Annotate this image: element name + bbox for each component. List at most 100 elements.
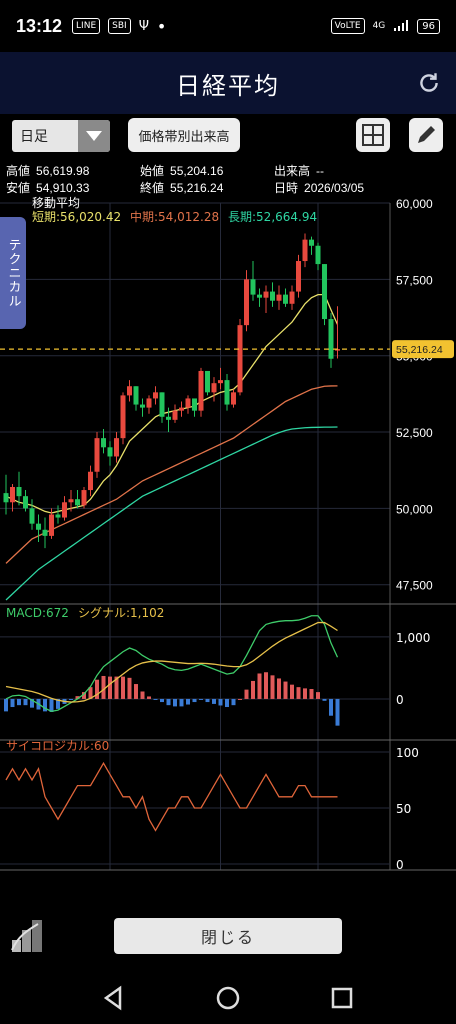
- candle-body: [335, 349, 340, 351]
- sbi-icon: SBI: [108, 18, 131, 34]
- macd-histogram-bar: [296, 687, 301, 699]
- chart-toggle-icon[interactable]: [8, 916, 48, 956]
- macd-histogram-bar: [56, 698, 60, 709]
- candle-body: [218, 380, 223, 384]
- candle-body: [114, 438, 119, 457]
- volte-icon: VoLTE: [330, 18, 365, 34]
- close-button[interactable]: 閉じる: [114, 918, 342, 954]
- status-right: VoLTE 4G 96: [330, 18, 440, 34]
- macd-histogram-bar: [4, 698, 8, 712]
- candle-body: [198, 370, 204, 411]
- candle-body: [101, 438, 106, 448]
- candle-body: [172, 410, 178, 420]
- macd-histogram-bar: [199, 698, 203, 700]
- technical-tab[interactable]: テクニカル: [0, 217, 26, 329]
- macd-histogram-bar: [257, 673, 262, 699]
- macd-histogram-bar: [75, 696, 80, 699]
- layout-grid-button[interactable]: [356, 118, 390, 152]
- macd-histogram-bar: [322, 698, 327, 701]
- macd-label: MACD:672: [6, 606, 69, 620]
- macd-histogram-bar: [225, 698, 229, 708]
- volume-label: 出来高: [274, 164, 311, 178]
- candle-body: [166, 416, 171, 420]
- candle-body: [81, 490, 87, 506]
- ma-long-line: [5, 426, 338, 601]
- candle-body: [62, 502, 67, 518]
- macd-histogram-bar: [303, 688, 307, 699]
- draw-button[interactable]: [409, 118, 443, 152]
- candle-body: [257, 294, 262, 298]
- candle-body: [107, 447, 113, 457]
- candle-body: [42, 529, 48, 536]
- signal-icon: [394, 20, 409, 31]
- notification-icons: LINE SBI Ψ •: [72, 17, 166, 36]
- candle-body: [296, 261, 301, 292]
- system-nav-bar: [0, 972, 456, 1024]
- macd-tick-label: 1,000: [396, 631, 430, 645]
- candle-body: [127, 386, 132, 396]
- psy-label: サイコロジカル:60: [6, 739, 109, 753]
- candle-body: [263, 291, 269, 298]
- close-label: 終値: [140, 181, 165, 195]
- macd-histogram-bar: [30, 698, 34, 708]
- back-icon[interactable]: [100, 984, 128, 1012]
- macd-histogram-bar: [108, 676, 112, 699]
- signal-line: [5, 621, 338, 703]
- ma-legend-mid: 中期:54,012.28: [130, 209, 219, 224]
- last-price-tag-label: 55,216.24: [396, 344, 443, 356]
- macd-histogram-bar: [264, 672, 268, 699]
- candle-body: [205, 370, 210, 393]
- macd-histogram-bar: [238, 698, 242, 700]
- refresh-icon[interactable]: [416, 70, 442, 96]
- candle-body: [185, 398, 191, 408]
- candle-body: [75, 499, 80, 506]
- candle-body: [276, 294, 282, 301]
- last-price-tag: [392, 340, 454, 359]
- macd-histogram-bar: [231, 698, 236, 706]
- candle-body: [270, 291, 275, 301]
- battery-icon: 96: [417, 18, 440, 34]
- chevron-down-icon: [78, 120, 110, 152]
- ma-legend-title: 移動平均: [32, 196, 80, 210]
- macd-histogram-bar: [173, 698, 177, 707]
- macd-histogram-bar: [316, 692, 320, 699]
- candle-body: [29, 508, 35, 524]
- price-tick-label: 57,500: [396, 273, 433, 287]
- macd-histogram-bar: [283, 681, 288, 699]
- ma-legend-long: 長期:52,664.94: [228, 210, 317, 224]
- interval-select[interactable]: 日足: [12, 120, 110, 152]
- candle-body: [283, 294, 288, 304]
- macd-histogram-bar: [179, 698, 184, 707]
- macd-line: [5, 615, 339, 713]
- macd-histogram-bar: [251, 680, 255, 699]
- recents-icon[interactable]: [328, 984, 356, 1012]
- candle-body: [159, 392, 165, 417]
- macd-histogram-bar: [23, 698, 28, 706]
- ma-legend-short: 短期:56,020.42: [32, 210, 121, 224]
- candle-body: [49, 514, 54, 536]
- macd-histogram-bar: [192, 698, 197, 703]
- macd-histogram-bar: [121, 676, 125, 699]
- chart-toolbar: 日足 価格帯別出来高: [0, 114, 456, 162]
- home-icon[interactable]: [214, 984, 242, 1012]
- candle-body: [244, 279, 249, 326]
- macd-histogram-bar: [140, 691, 145, 699]
- volume-by-price-button[interactable]: 価格帯別出来高: [128, 118, 240, 152]
- macd-histogram-bar: [69, 698, 73, 700]
- candle-body: [211, 383, 217, 393]
- open-row: 始値 55,204.16: [140, 162, 223, 179]
- high-label: 高値: [6, 164, 31, 178]
- macd-histogram-bar: [290, 684, 294, 699]
- price-tick-label: 60,000: [396, 197, 433, 211]
- price-chart[interactable]: 60,00057,50055,00052,50050,00047,50055,2…: [0, 194, 456, 876]
- macd-histogram-bar: [147, 696, 151, 699]
- psy-line: [5, 761, 338, 832]
- candle-body: [10, 487, 15, 503]
- candle-body: [140, 404, 145, 408]
- close-value: 55,216.24: [170, 181, 224, 195]
- psy-tick-label: 0: [396, 858, 404, 872]
- candle-body: [289, 291, 295, 304]
- date-row: 日時 2026/03/05: [274, 179, 364, 196]
- macd-histogram-bar: [127, 677, 132, 699]
- macd-histogram-bar: [17, 698, 21, 706]
